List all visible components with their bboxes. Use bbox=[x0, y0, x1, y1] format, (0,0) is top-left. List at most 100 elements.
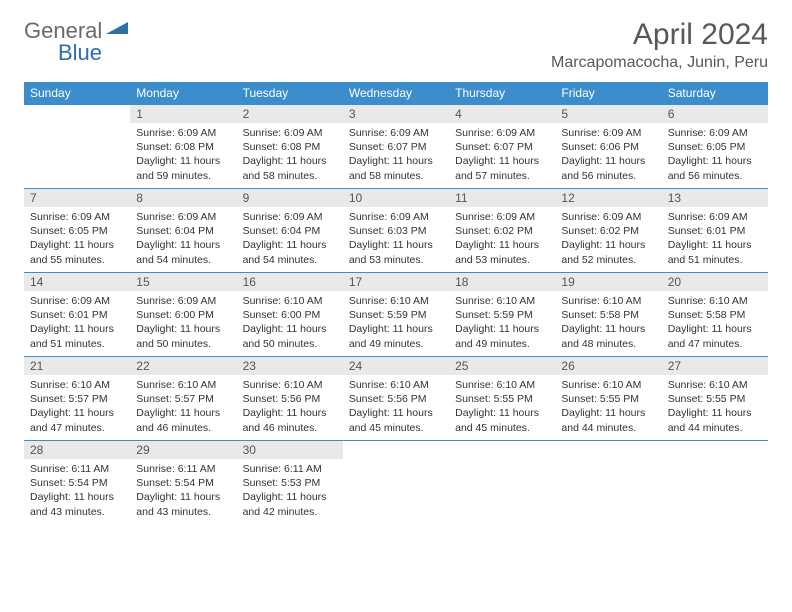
sunset-text: Sunset: 6:01 PM bbox=[30, 308, 124, 322]
sunrise-text: Sunrise: 6:09 AM bbox=[136, 126, 230, 140]
sunrise-text: Sunrise: 6:10 AM bbox=[349, 378, 443, 392]
daylight-text: Daylight: 11 hours and 57 minutes. bbox=[455, 154, 549, 182]
daylight-text: Daylight: 11 hours and 58 minutes. bbox=[243, 154, 337, 182]
weekday-header: Saturday bbox=[662, 82, 768, 105]
daylight-text: Daylight: 11 hours and 47 minutes. bbox=[30, 406, 124, 434]
day-number: 12 bbox=[555, 189, 661, 207]
daylight-text: Daylight: 11 hours and 44 minutes. bbox=[561, 406, 655, 434]
calendar-cell: 8Sunrise: 6:09 AMSunset: 6:04 PMDaylight… bbox=[130, 189, 236, 273]
calendar-cell: 7Sunrise: 6:09 AMSunset: 6:05 PMDaylight… bbox=[24, 189, 130, 273]
calendar-cell: 6Sunrise: 6:09 AMSunset: 6:05 PMDaylight… bbox=[662, 105, 768, 189]
day-number: 14 bbox=[24, 273, 130, 291]
sunset-text: Sunset: 6:04 PM bbox=[136, 224, 230, 238]
daylight-text: Daylight: 11 hours and 48 minutes. bbox=[561, 322, 655, 350]
sunset-text: Sunset: 5:54 PM bbox=[136, 476, 230, 490]
daylight-text: Daylight: 11 hours and 47 minutes. bbox=[668, 322, 762, 350]
day-content: Sunrise: 6:10 AMSunset: 5:55 PMDaylight:… bbox=[449, 375, 555, 439]
calendar-cell: 4Sunrise: 6:09 AMSunset: 6:07 PMDaylight… bbox=[449, 105, 555, 189]
calendar-cell: 18Sunrise: 6:10 AMSunset: 5:59 PMDayligh… bbox=[449, 273, 555, 357]
sunrise-text: Sunrise: 6:09 AM bbox=[243, 210, 337, 224]
daylight-text: Daylight: 11 hours and 49 minutes. bbox=[455, 322, 549, 350]
day-number: 23 bbox=[237, 357, 343, 375]
daylight-text: Daylight: 11 hours and 54 minutes. bbox=[243, 238, 337, 266]
daylight-text: Daylight: 11 hours and 55 minutes. bbox=[30, 238, 124, 266]
day-number: 28 bbox=[24, 441, 130, 459]
sunset-text: Sunset: 6:02 PM bbox=[561, 224, 655, 238]
calendar-cell: 3Sunrise: 6:09 AMSunset: 6:07 PMDaylight… bbox=[343, 105, 449, 189]
day-number-empty bbox=[24, 105, 130, 123]
calendar-cell: 15Sunrise: 6:09 AMSunset: 6:00 PMDayligh… bbox=[130, 273, 236, 357]
sunset-text: Sunset: 6:04 PM bbox=[243, 224, 337, 238]
calendar-cell: 28Sunrise: 6:11 AMSunset: 5:54 PMDayligh… bbox=[24, 441, 130, 529]
sunrise-text: Sunrise: 6:10 AM bbox=[136, 378, 230, 392]
weekday-header: Thursday bbox=[449, 82, 555, 105]
daylight-text: Daylight: 11 hours and 44 minutes. bbox=[668, 406, 762, 434]
sunset-text: Sunset: 6:00 PM bbox=[243, 308, 337, 322]
sunset-text: Sunset: 6:02 PM bbox=[455, 224, 549, 238]
sunrise-text: Sunrise: 6:10 AM bbox=[243, 294, 337, 308]
sunrise-text: Sunrise: 6:09 AM bbox=[30, 210, 124, 224]
day-number: 8 bbox=[130, 189, 236, 207]
day-number: 17 bbox=[343, 273, 449, 291]
day-number: 1 bbox=[130, 105, 236, 123]
day-content: Sunrise: 6:09 AMSunset: 6:05 PMDaylight:… bbox=[662, 123, 768, 187]
day-number: 3 bbox=[343, 105, 449, 123]
sunrise-text: Sunrise: 6:10 AM bbox=[668, 294, 762, 308]
sunset-text: Sunset: 5:55 PM bbox=[455, 392, 549, 406]
daylight-text: Daylight: 11 hours and 56 minutes. bbox=[668, 154, 762, 182]
daylight-text: Daylight: 11 hours and 53 minutes. bbox=[349, 238, 443, 266]
calendar-cell: 2Sunrise: 6:09 AMSunset: 6:08 PMDaylight… bbox=[237, 105, 343, 189]
day-content: Sunrise: 6:09 AMSunset: 6:00 PMDaylight:… bbox=[130, 291, 236, 355]
day-number: 6 bbox=[662, 105, 768, 123]
daylight-text: Daylight: 11 hours and 50 minutes. bbox=[243, 322, 337, 350]
day-number: 11 bbox=[449, 189, 555, 207]
day-number-empty bbox=[449, 441, 555, 459]
sunrise-text: Sunrise: 6:09 AM bbox=[455, 126, 549, 140]
daylight-text: Daylight: 11 hours and 56 minutes. bbox=[561, 154, 655, 182]
calendar-cell: 22Sunrise: 6:10 AMSunset: 5:57 PMDayligh… bbox=[130, 357, 236, 441]
daylight-text: Daylight: 11 hours and 51 minutes. bbox=[30, 322, 124, 350]
calendar-row: 14Sunrise: 6:09 AMSunset: 6:01 PMDayligh… bbox=[24, 273, 768, 357]
weekday-header: Monday bbox=[130, 82, 236, 105]
daylight-text: Daylight: 11 hours and 58 minutes. bbox=[349, 154, 443, 182]
day-number: 5 bbox=[555, 105, 661, 123]
sunset-text: Sunset: 5:57 PM bbox=[136, 392, 230, 406]
day-content: Sunrise: 6:10 AMSunset: 5:56 PMDaylight:… bbox=[343, 375, 449, 439]
day-number: 22 bbox=[130, 357, 236, 375]
day-number: 16 bbox=[237, 273, 343, 291]
sunset-text: Sunset: 5:55 PM bbox=[561, 392, 655, 406]
day-number: 21 bbox=[24, 357, 130, 375]
sunset-text: Sunset: 5:56 PM bbox=[349, 392, 443, 406]
sunrise-text: Sunrise: 6:09 AM bbox=[561, 126, 655, 140]
sunrise-text: Sunrise: 6:09 AM bbox=[668, 210, 762, 224]
day-number: 20 bbox=[662, 273, 768, 291]
calendar-cell bbox=[449, 441, 555, 529]
sunrise-text: Sunrise: 6:11 AM bbox=[30, 462, 124, 476]
calendar-cell: 30Sunrise: 6:11 AMSunset: 5:53 PMDayligh… bbox=[237, 441, 343, 529]
day-content: Sunrise: 6:10 AMSunset: 5:58 PMDaylight:… bbox=[662, 291, 768, 355]
sunset-text: Sunset: 6:08 PM bbox=[136, 140, 230, 154]
day-content: Sunrise: 6:11 AMSunset: 5:54 PMDaylight:… bbox=[130, 459, 236, 523]
calendar-cell: 10Sunrise: 6:09 AMSunset: 6:03 PMDayligh… bbox=[343, 189, 449, 273]
day-content: Sunrise: 6:10 AMSunset: 5:55 PMDaylight:… bbox=[662, 375, 768, 439]
daylight-text: Daylight: 11 hours and 43 minutes. bbox=[136, 490, 230, 518]
calendar-cell: 14Sunrise: 6:09 AMSunset: 6:01 PMDayligh… bbox=[24, 273, 130, 357]
daylight-text: Daylight: 11 hours and 52 minutes. bbox=[561, 238, 655, 266]
calendar-cell: 27Sunrise: 6:10 AMSunset: 5:55 PMDayligh… bbox=[662, 357, 768, 441]
day-number-empty bbox=[662, 441, 768, 459]
calendar-cell: 13Sunrise: 6:09 AMSunset: 6:01 PMDayligh… bbox=[662, 189, 768, 273]
calendar-row: 1Sunrise: 6:09 AMSunset: 6:08 PMDaylight… bbox=[24, 105, 768, 189]
weekday-header: Friday bbox=[555, 82, 661, 105]
daylight-text: Daylight: 11 hours and 50 minutes. bbox=[136, 322, 230, 350]
sunset-text: Sunset: 5:55 PM bbox=[668, 392, 762, 406]
day-number: 2 bbox=[237, 105, 343, 123]
day-content: Sunrise: 6:10 AMSunset: 5:57 PMDaylight:… bbox=[24, 375, 130, 439]
calendar-cell: 5Sunrise: 6:09 AMSunset: 6:06 PMDaylight… bbox=[555, 105, 661, 189]
day-number-empty bbox=[343, 441, 449, 459]
day-content: Sunrise: 6:09 AMSunset: 6:01 PMDaylight:… bbox=[24, 291, 130, 355]
sunrise-text: Sunrise: 6:11 AM bbox=[243, 462, 337, 476]
calendar-cell bbox=[662, 441, 768, 529]
day-number: 10 bbox=[343, 189, 449, 207]
daylight-text: Daylight: 11 hours and 51 minutes. bbox=[668, 238, 762, 266]
calendar-cell: 26Sunrise: 6:10 AMSunset: 5:55 PMDayligh… bbox=[555, 357, 661, 441]
